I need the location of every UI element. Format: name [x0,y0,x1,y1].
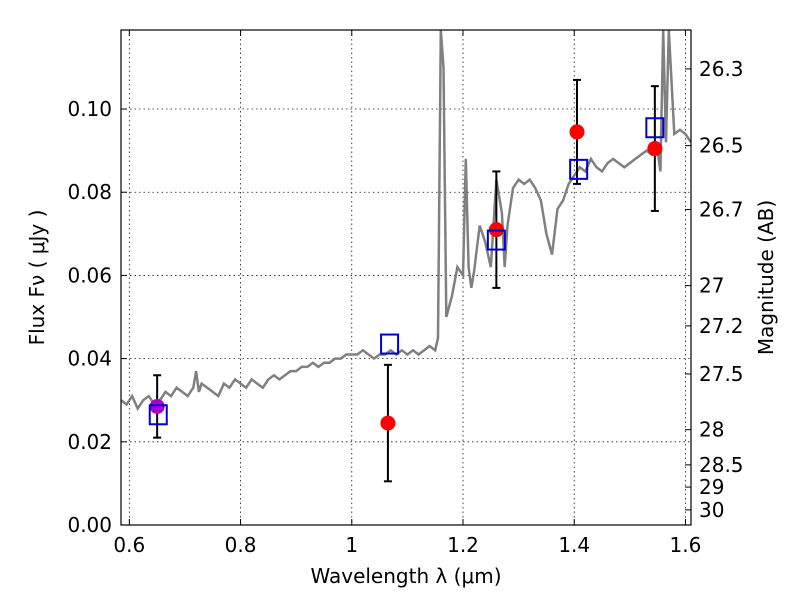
x-tick-label: 0.8 [225,533,257,557]
y-tick-label: 0.04 [67,347,112,371]
y-tick-label: 0.08 [67,180,112,204]
model-photometry-square [486,229,506,251]
x-axis-label: Wavelength λ (μm) [310,564,501,588]
mag-tick-label: 27 [699,274,724,298]
mag-tick-label: 28.5 [699,453,744,477]
x-tick-label: 1.6 [670,533,702,557]
mag-tick-label: 30 [699,498,724,522]
model-spectrum-layer [121,30,691,412]
model-spectrum-line [121,30,691,412]
observed-point [569,124,585,140]
error-bars-layer [153,78,659,483]
plot-frame [120,29,692,526]
x-tick-label: 1.4 [558,533,590,557]
x-tick-label: 1 [345,533,358,557]
model-photometry-square [645,117,665,139]
model-photometry-square [148,404,168,426]
y-tick-label: 0.02 [67,430,112,454]
y-tick-label: 0.06 [67,263,112,287]
mag-tick-label: 26.3 [699,57,744,81]
observed-point [380,415,396,431]
y-tick-label: 0.00 [67,513,112,537]
model-photometry-square [380,333,400,355]
mag-tick-label: 26.5 [699,134,744,158]
mag-tick-label: 29 [699,475,724,499]
x-tick-label: 0.6 [113,533,145,557]
observed-point [647,141,663,157]
ticks-layer: 0.6 0.8 1 1.2 1.4 1.6 0.00 0.02 0.04 0.06 0.08 0.10… [67,30,744,557]
grid-lines [121,30,691,526]
model-photometry-layer [148,117,665,426]
x-tick-label: 1.2 [447,533,479,557]
mag-tick-label: 27.5 [699,362,744,386]
model-photometry-square [569,158,589,180]
y-axis-label-left: Flux Fν ( μJy ) [25,210,49,346]
mag-tick-label: 27.2 [699,314,744,338]
mag-tick-label: 26.7 [699,197,744,221]
y-axis-label-right: Magnitude (AB) [754,200,778,355]
mag-tick-label: 28 [699,418,724,442]
observed-point [149,398,165,414]
y-tick-label: 0.10 [67,97,112,121]
